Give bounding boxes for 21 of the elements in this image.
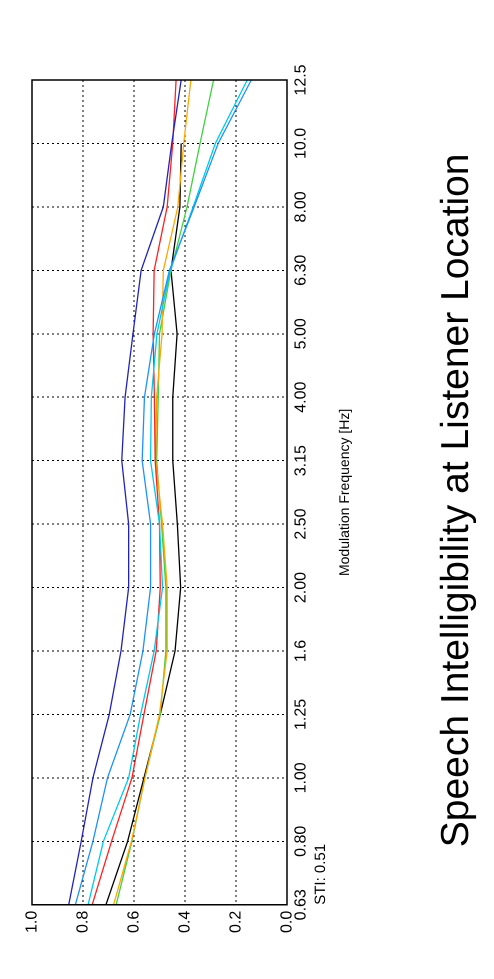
- y-tick-label: 2.50: [292, 508, 310, 540]
- y-axis-title: Modulation Frequency [Hz]: [336, 408, 352, 576]
- y-tick-label: 1.6: [292, 640, 310, 662]
- y-tick-label: 12.5: [292, 64, 310, 96]
- y-tick-label: 10.0: [292, 128, 310, 160]
- text: Speech Intelligibility at Listener Location: [434, 153, 477, 848]
- y-tick-label: 6.30: [292, 254, 310, 286]
- y-tick-label: 5.00: [292, 318, 310, 350]
- x-tick-label: 0.8: [74, 910, 92, 934]
- y-tick-label: 2.00: [292, 572, 310, 604]
- y-tick-label: 3.15: [292, 444, 310, 476]
- x-tick-label: 0.2: [227, 910, 244, 934]
- y-tick-label: 8.00: [292, 191, 310, 222]
- y-tick-label: 1.25: [292, 698, 310, 730]
- x-tick-label: 0.6: [125, 910, 142, 934]
- x-tick-label: 0.4: [176, 910, 194, 934]
- y-tick-label: 0.80: [292, 826, 310, 857]
- y-tick-label: 4.00: [292, 382, 310, 413]
- text: STI: 0.51: [312, 844, 330, 905]
- x-tick-label: 1.0: [23, 910, 40, 934]
- y-tick-label: 1.00: [292, 762, 310, 794]
